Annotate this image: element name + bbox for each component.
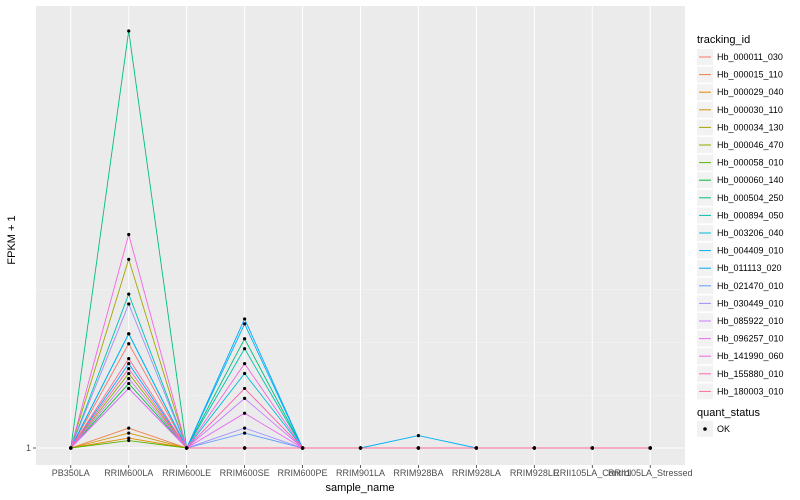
data-point	[474, 446, 478, 450]
data-point	[243, 322, 247, 326]
x-tick-label: RRIM600LE	[162, 468, 211, 478]
legend-label: Hb_180003_010	[717, 386, 784, 396]
legend-label: Hb_000015_110	[717, 70, 783, 80]
data-point	[243, 411, 247, 415]
y-axis-title: FPKM + 1	[6, 215, 18, 264]
legend-label: Hb_000058_010	[717, 158, 784, 168]
data-point	[243, 431, 247, 435]
x-tick-label: RRIM600LA	[104, 468, 153, 478]
data-point	[648, 446, 652, 450]
data-point	[185, 446, 189, 450]
data-point	[127, 232, 131, 237]
data-point	[127, 257, 131, 261]
legend-status-label: OK	[717, 424, 730, 434]
data-point	[127, 426, 131, 430]
data-point	[127, 342, 131, 346]
legend-label: Hb_000034_130	[717, 122, 784, 132]
legend-label: Hb_011113_020	[717, 263, 782, 273]
legend-label: Hb_030449_010	[717, 298, 784, 308]
legend-status-title: quant_status	[697, 407, 760, 419]
data-point	[127, 381, 131, 386]
legend-label: Hb_000894_050	[717, 210, 784, 220]
data-point	[243, 362, 247, 366]
data-point	[127, 366, 131, 371]
legend-status-key-point	[703, 427, 707, 431]
legend-label: Hb_000060_140	[717, 175, 784, 185]
legend-label: Hb_000029_040	[717, 87, 784, 97]
data-point	[127, 376, 131, 381]
x-tick-label: RRII105LA_Control	[553, 468, 631, 478]
legend-quant-status: quant_status OK	[697, 407, 760, 437]
data-point	[127, 438, 131, 443]
data-point	[127, 386, 131, 391]
legend-label: Hb_000030_110	[717, 105, 783, 115]
data-point	[243, 337, 247, 341]
y-tick-label: 1	[26, 443, 31, 453]
x-axis-title: sample_name	[325, 482, 394, 494]
data-point	[127, 29, 131, 33]
data-point	[243, 317, 247, 321]
data-point	[358, 446, 363, 450]
x-axis-ticks: PB350LA RRIM600LA RRIM600LE RRIM600SE RRIM60…	[52, 465, 693, 478]
data-point	[243, 347, 247, 351]
data-point	[127, 302, 131, 306]
legend-title: tracking_id	[697, 34, 750, 46]
data-point	[416, 446, 421, 450]
data-point	[127, 431, 131, 435]
data-point	[127, 357, 131, 361]
legend-label: Hb_000504_250	[717, 193, 784, 203]
legend-status-items: OK	[697, 421, 730, 437]
legend-label: Hb_004409_010	[717, 246, 784, 256]
legend-tracking-id: tracking_id Hb_000011_030Hb_000015_110Hb…	[697, 34, 784, 400]
legend-label: Hb_021470_010	[717, 281, 784, 291]
x-tick-label: RRII105LA_Stressed	[608, 468, 693, 478]
x-tick-label: RRIM928LA	[452, 468, 501, 478]
data-point	[127, 371, 131, 376]
data-point	[127, 292, 131, 296]
data-point	[243, 446, 247, 450]
x-tick-label: RRIM928BA	[393, 468, 443, 478]
data-point	[243, 371, 247, 376]
data-point	[243, 426, 247, 430]
x-tick-label: RRIM928LE	[510, 468, 559, 478]
data-point	[69, 446, 73, 450]
data-point	[127, 436, 131, 440]
legend-label: Hb_096257_010	[717, 334, 784, 344]
legend-label: Hb_003206_040	[717, 228, 784, 238]
x-tick-label: RRIM600SE	[220, 468, 270, 478]
y-axis-ticks: 1	[26, 443, 36, 453]
data-points	[69, 29, 652, 450]
legend-label: Hb_085922_010	[717, 316, 784, 326]
legend-items: Hb_000011_030 Hb_000015_110 Hb_000029_040 H…	[697, 49, 784, 400]
legend-label: Hb_000046_470	[717, 140, 784, 150]
legend-label: Hb_141990_060	[717, 351, 784, 361]
legend-label: Hb_155880_010	[717, 369, 784, 379]
data-point	[532, 446, 536, 450]
legend-label: Hb_000011_030	[717, 52, 783, 62]
data-point	[416, 433, 421, 438]
data-point	[127, 362, 131, 366]
data-point	[300, 446, 305, 450]
x-tick-label: PB350LA	[52, 468, 90, 478]
x-tick-label: RRIM901LA	[336, 468, 385, 478]
data-point	[590, 446, 594, 450]
data-point	[243, 386, 247, 391]
data-point	[243, 396, 247, 400]
x-tick-label: RRIM600PE	[278, 468, 328, 478]
data-point	[127, 332, 131, 336]
